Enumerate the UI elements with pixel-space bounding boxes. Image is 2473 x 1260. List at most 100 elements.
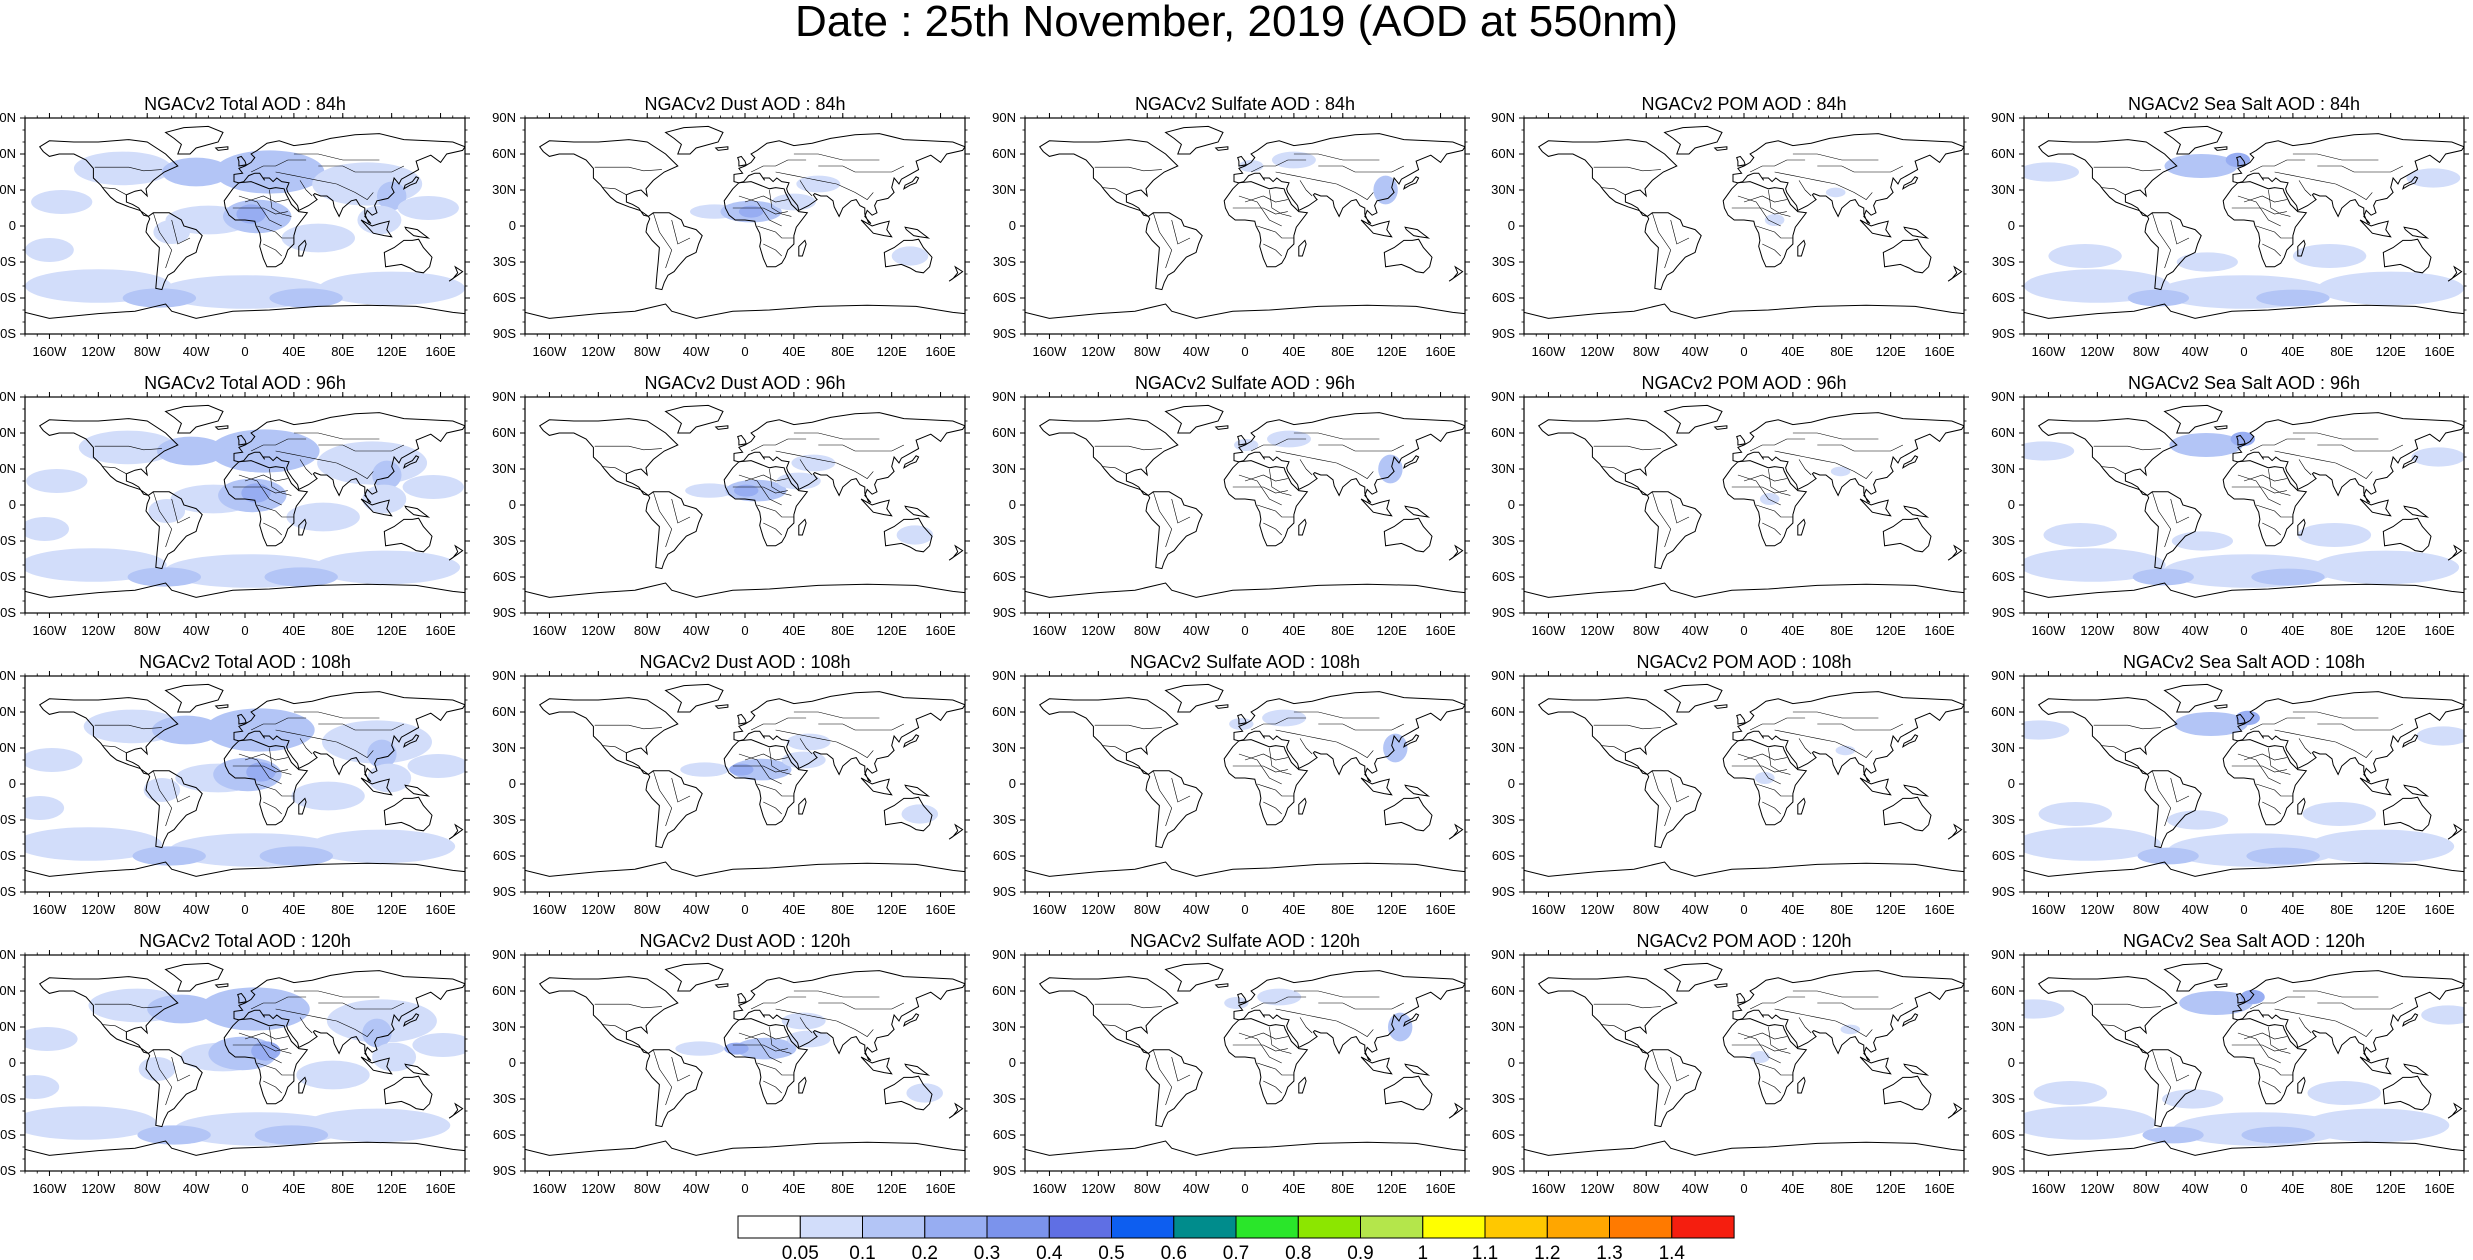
lat-label: 30S (0, 812, 16, 827)
country-border (2231, 765, 2287, 773)
coastline-indonesia (1360, 1056, 1393, 1075)
coastline-southAmerica (2144, 491, 2202, 570)
colorbar-swatch (1048, 1215, 1113, 1239)
panel-title: NGACv2 Sea Salt AOD : 84h (2128, 94, 2360, 114)
country-border (2298, 1017, 2312, 1034)
coastline-newZealand (1448, 544, 1464, 561)
country-border (1101, 745, 1127, 754)
coastline-newGuinea (404, 1063, 431, 1076)
country-border (269, 747, 292, 775)
coastline-antarctica (1524, 582, 1964, 613)
panel-title: NGACv2 Total AOD : 96h (144, 373, 346, 393)
lat-label: 30S (1992, 812, 2015, 827)
country-border (2152, 212, 2172, 269)
lon-label: 160W (1531, 902, 1566, 917)
coastline-greenland (164, 683, 224, 713)
coastline-madagascar (798, 1076, 807, 1094)
country-border (2335, 183, 2373, 200)
country-border (653, 770, 673, 827)
lon-label: 120E (1875, 1181, 1906, 1196)
lat-label: 60N (1991, 146, 2015, 161)
country-border (750, 996, 807, 1010)
country-border (1293, 432, 1380, 440)
lat-label: 30S (1992, 1091, 2015, 1106)
country-border (653, 212, 673, 269)
lat-label: 30S (1492, 812, 1515, 827)
coastline-japan (2402, 734, 2419, 748)
lat-label: 90N (1491, 110, 1515, 125)
country-border (1238, 474, 1282, 506)
lat-label: 30N (0, 461, 16, 476)
aod-blob (734, 484, 759, 497)
country-border (101, 745, 127, 754)
coastlines (25, 404, 465, 613)
lon-label: 40W (183, 1181, 210, 1196)
lon-label: 80E (331, 1181, 354, 1196)
coastline-indonesia (1360, 498, 1393, 517)
country-border (1600, 745, 1626, 754)
coastline-japan (903, 1013, 920, 1027)
lat-label: 0 (1508, 1055, 1515, 1070)
coastline-southAmerica (2144, 770, 2202, 849)
country-border (238, 1032, 282, 1064)
coastline-indonesia (1859, 777, 1892, 796)
coastline-northAmerica (1038, 976, 1179, 1054)
country-border (232, 765, 288, 773)
aod-blob (259, 846, 333, 866)
coastline-eurasia (733, 691, 965, 783)
coastline-newZealand (2447, 544, 2463, 561)
lon-label: 40E (1781, 623, 1804, 638)
country-border (1798, 1017, 1812, 1034)
country-border (1232, 1044, 1288, 1052)
colorbar-label: 1 (1418, 1243, 1429, 1260)
lat-label: 30S (1492, 254, 1515, 269)
country-border (2249, 438, 2306, 452)
country-border (1275, 729, 1337, 743)
aod-blob (2024, 999, 2065, 1019)
lon-label: 120W (581, 1181, 616, 1196)
country-border (1792, 990, 1879, 998)
lon-label: 120W (581, 344, 616, 359)
coastline-eurasia (1732, 970, 1964, 1062)
coastline-indonesia (2359, 219, 2392, 238)
coastline-greenland (164, 404, 224, 434)
country-border (171, 1056, 191, 1082)
coastline-newZealand (448, 1102, 464, 1119)
aod-blob (2142, 1126, 2204, 1144)
aod-blob (291, 781, 365, 811)
lon-label: 120W (2080, 344, 2115, 359)
lon-label: 80W (134, 902, 161, 917)
coastline-britain (2236, 713, 2246, 725)
country-border (101, 466, 127, 475)
panel-title: NGACv2 Dust AOD : 108h (639, 652, 850, 672)
map-panel: NGACv2 Total AOD : 84h 90N 60N 30N 0 30S 60S 90… (0, 94, 470, 359)
lon-label: 120E (376, 344, 407, 359)
coastline-africa (223, 181, 309, 268)
country-border (732, 1044, 788, 1052)
lon-label: 80W (634, 344, 661, 359)
lon-label: 120E (1376, 623, 1407, 638)
panel-title: NGACv2 POM AOD : 96h (1641, 373, 1846, 393)
country-border (2093, 724, 2161, 730)
colorbar-swatch (1111, 1215, 1175, 1239)
lon-label: 160E (1425, 902, 1456, 917)
country-border (2249, 159, 2306, 173)
map-panel: NGACv2 Dust AOD : 108h 90N 60N 30N 0 30S 60S 90… (492, 652, 970, 917)
country-border (1232, 207, 1288, 215)
lat-label: 60S (493, 1127, 516, 1142)
coastline-iceland (714, 146, 729, 151)
country-border (1593, 445, 1661, 451)
lon-label: 80E (2330, 344, 2353, 359)
country-border (1737, 1032, 1781, 1064)
country-border (1336, 183, 1374, 200)
lat-label: 0 (1009, 218, 1016, 233)
coastline-japan (1902, 455, 1919, 469)
coastline-southAmerica (1145, 1049, 1203, 1128)
country-border (671, 777, 691, 803)
aod-blob (1840, 1024, 1861, 1035)
map-panel: NGACv2 POM AOD : 84h 90N 60N 30N 0 30S 60S 90S 1… (1491, 94, 1969, 359)
figure-title: Date : 25th November, 2019 (AOD at 550nm… (795, 0, 1678, 46)
coastline-antarctica (2024, 303, 2464, 334)
panel-title: NGACv2 POM AOD : 120h (1636, 931, 1851, 951)
lat-label: 60N (492, 146, 516, 161)
